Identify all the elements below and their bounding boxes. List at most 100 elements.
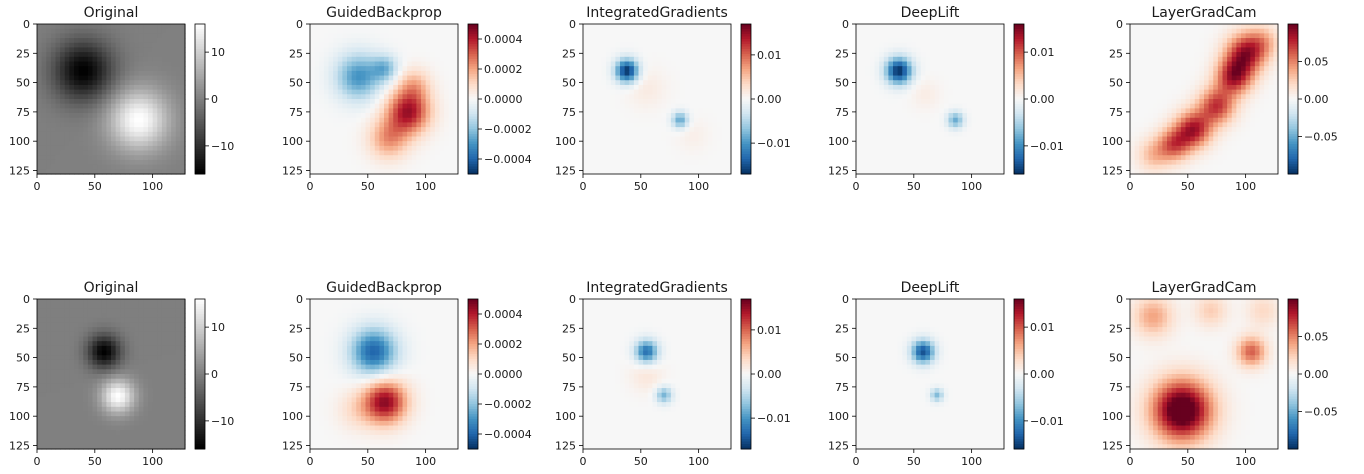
heatmap-cell [115,99,121,105]
heatmap-cell [134,169,140,175]
heatmap-cell [1222,42,1228,49]
heatmap-cell [1176,80,1182,86]
heatmap-cell [69,52,75,58]
heatmap-cell [647,141,653,147]
heatmap-cell [953,155,959,161]
heatmap-cell [448,108,454,114]
heatmap-cell [712,61,718,67]
heatmap-cell [421,52,427,58]
heatmap-cell [606,66,612,72]
heatmap-cell [874,33,880,39]
heatmap-cell [856,94,862,100]
heatmap-cell [999,28,1005,34]
heatmap-cell [620,66,626,72]
heatmap-cell [1176,84,1182,91]
heatmap-cell [869,145,876,152]
heatmap-cell [643,24,649,30]
colorbar-segment [1014,64,1024,67]
heatmap-cell [1254,33,1261,39]
heatmap-cell [356,47,362,53]
heatmap-cell [402,99,408,105]
heatmap-cell [624,61,630,67]
heatmap-cell [310,159,316,166]
heatmap-cell [365,42,371,49]
heatmap-cell [64,84,70,91]
colorbar-segment [468,79,478,82]
heatmap-cell [684,84,690,91]
plot-frame [36,23,186,175]
heatmap-cell [670,141,677,147]
heatmap-cell [601,70,607,77]
heatmap-cell [157,56,163,63]
heatmap-cell [703,117,709,124]
heatmap-cell [342,169,348,175]
heatmap-cell [948,150,954,156]
heatmap-cell [97,56,103,63]
heatmap-cell [1180,38,1187,44]
heatmap-cell [712,145,718,152]
heatmap-cell [37,89,43,95]
heatmap-cell [967,89,973,95]
heatmap-cell [1208,28,1214,34]
heatmap-cell [990,127,996,133]
heatmap-cell [351,169,357,175]
heatmap-cell [328,89,334,95]
heatmap-cell [1171,42,1177,49]
heatmap-cell [370,141,376,147]
heatmap-cell [990,38,996,44]
heatmap-cell [703,141,709,147]
colorbar-segment [1014,111,1024,115]
heatmap-cell [314,28,320,34]
heatmap-cell [374,94,380,100]
colorbar: 0.010.00−0.01 [740,23,791,175]
heatmap-cell [374,33,380,39]
heatmap-cell [1213,80,1219,86]
heatmap-cell [925,94,931,100]
heatmap-cell [64,164,70,170]
heatmap-cell [721,24,727,30]
heatmap-cell [606,28,612,34]
heatmap-cell [342,159,348,166]
heatmap-cell [1130,61,1136,67]
heatmap-cell [347,141,353,147]
heatmap-cell [388,155,394,161]
heatmap-cell [97,38,103,44]
heatmap-cell [425,66,431,72]
heatmap-cell [416,122,422,128]
heatmap-cell [976,75,982,81]
heatmap-cell [425,70,431,77]
heatmap-cell [638,159,644,166]
heatmap-cell [939,42,945,49]
heatmap-cell [633,103,640,109]
heatmap-cell [92,108,98,114]
heatmap-cell [416,61,422,67]
heatmap-cell [980,52,987,58]
heatmap-cell [874,52,880,58]
heatmap-cell [670,84,677,91]
colorbar-segment [1014,171,1024,175]
heatmap-cell [615,141,621,147]
heatmap-cell [721,103,727,109]
heatmap-cell [930,108,936,114]
heatmap-cell [50,52,57,58]
heatmap-cell [666,141,672,147]
colorbar-segment [468,119,478,122]
heatmap-cell [879,33,885,39]
heatmap-cell [953,84,959,91]
heatmap-cell [134,33,140,39]
heatmap-cell [902,33,908,39]
heatmap-cell [606,99,612,105]
heatmap-cell [1236,38,1242,44]
heatmap-cell [620,33,626,39]
heatmap-cell [657,127,663,133]
colorbar-segment [1014,119,1024,122]
heatmap-cell [115,145,121,152]
heatmap-cell [680,127,686,133]
heatmap-cell [46,33,52,39]
heatmap-cell [1208,70,1214,77]
heatmap-cell [1231,33,1237,39]
heatmap-cell [166,28,172,34]
colorbar-segment [1014,29,1024,32]
heatmap-cell [421,117,427,124]
heatmap-cell [402,70,408,77]
